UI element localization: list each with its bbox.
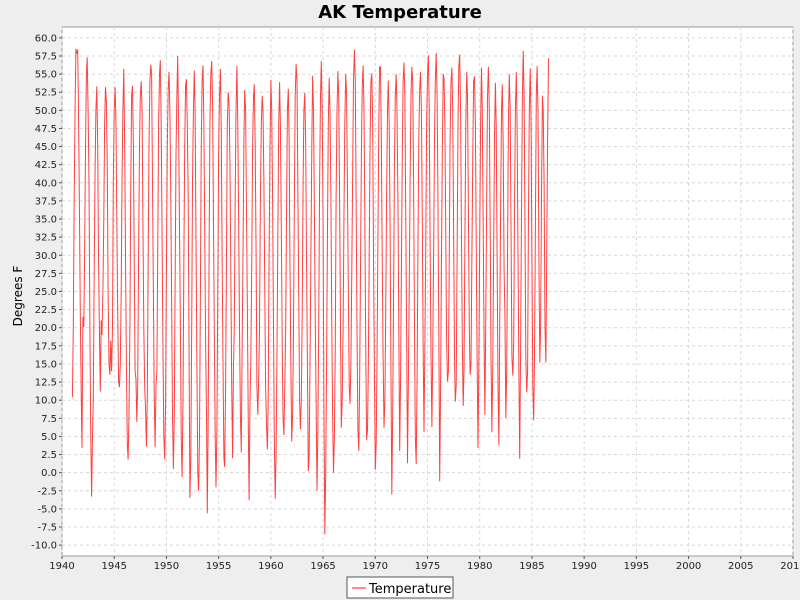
- y-tick-label: 22.5: [35, 305, 57, 316]
- legend-entry-temperature: Temperature: [368, 582, 451, 597]
- x-tick-label: 2005: [728, 561, 753, 572]
- x-tick-label: 1945: [101, 561, 126, 572]
- y-tick-label: 42.5: [35, 160, 57, 171]
- y-tick-label: 25.0: [35, 287, 57, 298]
- y-tick-label: 0.0: [41, 468, 57, 479]
- y-tick-label: 17.5: [35, 341, 57, 352]
- y-tick-label: 7.5: [41, 414, 57, 425]
- y-tick-label: 5.0: [41, 432, 57, 443]
- y-tick-label: 2.5: [41, 450, 57, 461]
- y-tick-label: 30.0: [35, 251, 57, 262]
- y-tick-label: 50.0: [35, 106, 57, 117]
- x-tick-label: 1970: [363, 561, 388, 572]
- y-tick-label: -2.5: [37, 486, 57, 497]
- y-axis-label: Degrees F: [11, 266, 25, 327]
- legend-box: [346, 576, 454, 599]
- x-tick-label: 2000: [676, 561, 701, 572]
- x-axis-ticks: 1940 1945 1950 1955 1960 1965 1970 1975 1980 1985…: [49, 556, 800, 572]
- y-tick-label: 12.5: [35, 378, 57, 389]
- y-tick-label: -5.0: [37, 504, 57, 515]
- y-tick-label: 40.0: [35, 178, 57, 189]
- x-tick-label: 1940: [49, 561, 74, 572]
- temperature-series-line: [71, 48, 549, 535]
- x-tick-label: 1980: [467, 561, 492, 572]
- y-axis-ticks: -10.0 -7.5 -5.0 -2.5 0.0 2.5 5.0 7.5 10.0 12.5 15.…: [31, 33, 62, 552]
- chart-title: AK Temperature: [318, 2, 482, 23]
- x-tick-label: 1975: [415, 561, 440, 572]
- y-tick-label: -10.0: [31, 541, 57, 552]
- x-tick-label: 1955: [206, 561, 231, 572]
- y-tick-label: 15.0: [35, 359, 57, 370]
- x-tick-label: 1965: [310, 561, 335, 572]
- y-tick-label: -7.5: [37, 523, 57, 534]
- y-tick-label: 10.0: [35, 396, 57, 407]
- y-tick-label: 20.0: [35, 323, 57, 334]
- y-tick-label: 60.0: [35, 33, 57, 44]
- x-tick-label: 1995: [624, 561, 649, 572]
- legend[interactable]: Temperature: [346, 576, 454, 599]
- y-tick-label: 35.0: [35, 215, 57, 226]
- y-tick-label: 52.5: [35, 88, 57, 99]
- x-tick-label: 2010: [780, 561, 800, 572]
- y-tick-label: 47.5: [35, 124, 57, 135]
- x-tick-label: 1960: [258, 561, 283, 572]
- y-tick-label: 55.0: [35, 70, 57, 81]
- y-tick-label: 57.5: [35, 51, 57, 62]
- x-tick-label: 1990: [571, 561, 596, 572]
- y-tick-label: 37.5: [35, 196, 57, 207]
- y-tick-label: 27.5: [35, 269, 57, 280]
- y-tick-label: 45.0: [35, 142, 57, 153]
- x-tick-label: 1985: [519, 561, 544, 572]
- y-tick-label: 32.5: [35, 233, 57, 244]
- x-tick-label: 1950: [154, 561, 179, 572]
